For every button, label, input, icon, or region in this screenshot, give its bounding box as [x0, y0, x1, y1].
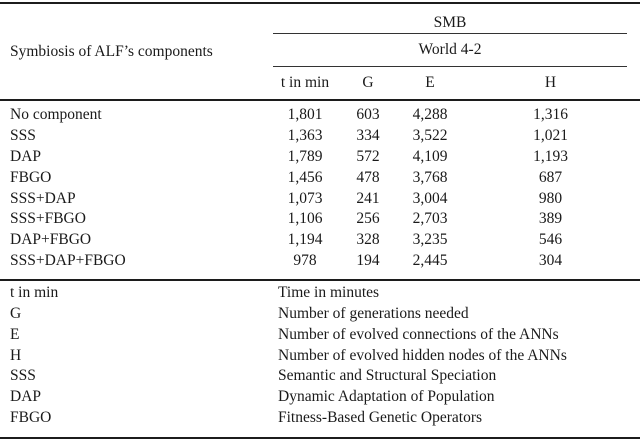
cell-h: 687: [538, 168, 563, 186]
cell-t-in-min: 1,106: [287, 210, 323, 228]
cell-t-in-min: 1,073: [287, 189, 323, 207]
legend-definition: Semantic and Structural Speciation: [278, 367, 497, 385]
data-rows: No component 1,801 603 4,288 1,316 SSS 1…: [0, 101, 640, 279]
legend-row: G Number of generations needed: [0, 304, 640, 325]
legend-definition: Number of generations needed: [278, 304, 469, 322]
cell-h: 546: [538, 231, 563, 249]
cell-g: 256: [356, 210, 380, 228]
row-label: SSS+DAP: [10, 189, 76, 207]
row-label: DAP: [10, 147, 42, 165]
cell-e: 2,445: [412, 252, 448, 270]
row-label: DAP+FBGO: [10, 231, 92, 249]
legend-row: H Number of evolved hidden nodes of the …: [0, 346, 640, 367]
cell-t-in-min: 1,801: [287, 106, 323, 123]
cell-e: 3,522: [412, 126, 448, 144]
cell-h: 1,021: [533, 126, 568, 144]
table-row: SSS+DAP+FBGO 978 194 2,445 304: [0, 251, 640, 272]
cell-t-in-min: 978: [293, 252, 317, 270]
legend-definition: Dynamic Adaptation of Population: [278, 388, 495, 406]
cell-e: 3,235: [412, 231, 448, 249]
legend-term: G: [10, 304, 22, 322]
cmidrule-under-smb: [273, 33, 627, 34]
cell-t-in-min: 1,194: [287, 231, 323, 249]
midrule-above-legend: [0, 279, 640, 282]
legend-row: FBGO Fitness-Based Genetic Operators: [0, 408, 640, 429]
cell-h: 1,193: [533, 147, 568, 165]
bottom-rule: [0, 436, 640, 440]
top-rule: [0, 1, 640, 4]
cell-h: 980: [538, 189, 563, 207]
column-group-header-smb: SMB: [433, 14, 467, 31]
midrule-above-data: [0, 99, 640, 101]
table-row: SSS 1,363 334 3,522 1,021: [0, 126, 640, 147]
cell-g: 334: [356, 126, 380, 144]
table-row: DAP 1,789 572 4,109 1,193: [0, 147, 640, 168]
cell-h: 304: [538, 252, 563, 270]
table-header: Symbiosis of ALF’s components SMB World …: [0, 4, 640, 99]
cell-e: 4,109: [412, 147, 448, 165]
legend-definition: Time in minutes: [278, 284, 380, 302]
column-header-e: E: [425, 74, 435, 91]
column-header-h: H: [544, 74, 557, 91]
row-label: FBGO: [10, 168, 52, 186]
legend-row: SSS Semantic and Structural Speciation: [0, 366, 640, 387]
legend-term: E: [10, 325, 20, 343]
row-label: SSS+FBGO: [10, 210, 86, 228]
cell-g: 478: [356, 168, 380, 186]
column-header-g: G: [362, 74, 374, 91]
cell-g: 572: [356, 147, 380, 165]
table-row: DAP+FBGO 1,194 328 3,235 546: [0, 230, 640, 251]
legend-term: SSS: [10, 367, 36, 385]
legend-term: H: [10, 346, 22, 364]
table-row: No component 1,801 603 4,288 1,316: [0, 105, 640, 126]
row-group-header: Symbiosis of ALF’s components: [10, 42, 213, 60]
legend: t in min Time in minutes G Number of gen…: [0, 281, 640, 437]
cell-g: 241: [356, 189, 380, 207]
table-row: SSS+FBGO 1,106 256 2,703 389: [0, 209, 640, 230]
column-header-t-in-min: t in min: [280, 74, 330, 91]
cell-e: 4,288: [412, 106, 448, 123]
cell-g: 603: [356, 106, 380, 123]
legend-term: FBGO: [10, 408, 52, 426]
cell-h: 1,316: [533, 106, 568, 123]
cmidrule-under-world: [273, 66, 627, 67]
cell-t-in-min: 1,789: [287, 147, 323, 165]
row-label: SSS: [10, 126, 36, 144]
row-label: SSS+DAP+FBGO: [10, 252, 126, 270]
cell-e: 2,703: [412, 210, 448, 228]
legend-row: t in min Time in minutes: [0, 283, 640, 304]
legend-definition: Number of evolved hidden nodes of the AN…: [278, 346, 567, 364]
table-row: FBGO 1,456 478 3,768 687: [0, 168, 640, 189]
legend-definition: Fitness-Based Genetic Operators: [278, 408, 483, 426]
column-subgroup-header-world: World 4-2: [418, 41, 482, 58]
cell-e: 3,768: [412, 168, 448, 186]
row-label: No component: [10, 106, 102, 123]
legend-term: DAP: [10, 388, 42, 406]
cell-e: 3,004: [412, 189, 448, 207]
legend-row: E Number of evolved connections of the A…: [0, 325, 640, 346]
table-row: SSS+DAP 1,073 241 3,004 980: [0, 189, 640, 210]
cell-t-in-min: 1,363: [287, 126, 323, 144]
cell-h: 389: [538, 210, 563, 228]
cell-g: 328: [356, 231, 380, 249]
cell-t-in-min: 1,456: [287, 168, 323, 186]
cell-g: 194: [356, 252, 380, 270]
legend-row: DAP Dynamic Adaptation of Population: [0, 387, 640, 408]
legend-definition: Number of evolved connections of the ANN…: [278, 325, 559, 343]
legend-term: t in min: [10, 284, 59, 302]
